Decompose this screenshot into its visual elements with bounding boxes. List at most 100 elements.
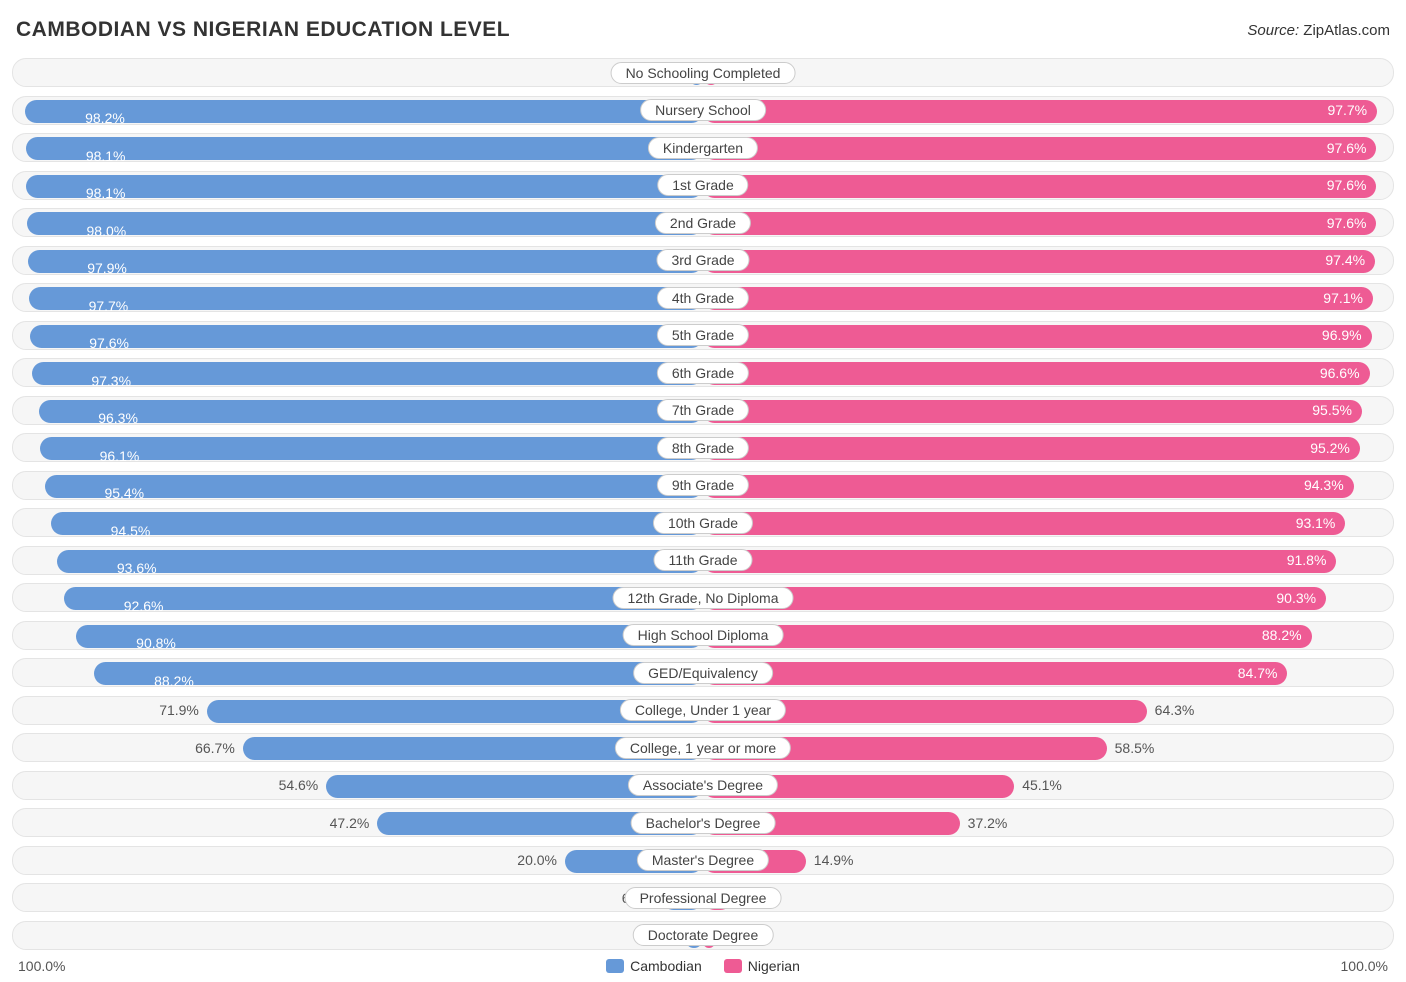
- value-left: 66.7%: [195, 740, 243, 756]
- bar-right: [703, 100, 1377, 123]
- category-label: Professional Degree: [625, 887, 782, 909]
- category-label: 12th Grade, No Diploma: [613, 587, 794, 609]
- chart-row: 66.7%58.5%College, 1 year or more: [12, 733, 1394, 762]
- chart-row: 2.6%1.8%Doctorate Degree: [12, 921, 1394, 950]
- category-label: No Schooling Completed: [611, 62, 796, 84]
- chart-header: CAMBODIAN VS NIGERIAN EDUCATION LEVEL So…: [12, 18, 1394, 42]
- chart-row: 97.9%97.4%3rd Grade: [12, 246, 1394, 275]
- value-left: 98.1%: [76, 185, 126, 201]
- bar-left: [26, 175, 703, 198]
- value-right: 37.2%: [960, 815, 1008, 831]
- category-label: 3rd Grade: [656, 249, 749, 271]
- category-label: Doctorate Degree: [633, 924, 774, 946]
- value-right: 97.7%: [1327, 102, 1377, 118]
- category-label: 5th Grade: [657, 324, 749, 346]
- bar-left: [25, 100, 703, 123]
- bar-left: [30, 325, 703, 348]
- category-label: 4th Grade: [657, 287, 749, 309]
- value-right: 88.2%: [1262, 627, 1312, 643]
- chart-row: 97.3%96.6%6th Grade: [12, 358, 1394, 387]
- bar-right: [703, 400, 1362, 423]
- chart-row: 88.2% 84.7% GED/Equivalency: [12, 658, 1394, 687]
- chart-row: 6.0%4.2%Professional Degree: [12, 883, 1394, 912]
- value-right: 93.1%: [1296, 515, 1346, 531]
- chart-row: 54.6%45.1%Associate's Degree: [12, 771, 1394, 800]
- chart-row: 95.4% 94.3% 9th Grade: [12, 471, 1394, 500]
- category-label: 9th Grade: [657, 474, 749, 496]
- value-right: 97.6%: [1327, 215, 1377, 231]
- source-value: ZipAtlas.com: [1303, 22, 1390, 39]
- bar-right: [703, 250, 1375, 273]
- category-label: High School Diploma: [623, 624, 784, 646]
- chart-row: 96.3%95.5%7th Grade: [12, 396, 1394, 425]
- value-right: 97.6%: [1327, 177, 1377, 193]
- category-label: Master's Degree: [637, 849, 769, 871]
- bar-right: [703, 287, 1373, 310]
- chart-row: 98.1% 97.6% 1st Grade: [12, 171, 1394, 200]
- bar-right: [703, 512, 1345, 535]
- value-left: 94.5%: [101, 523, 151, 539]
- chart-row: 98.1%97.6%Kindergarten: [12, 133, 1394, 162]
- source-label: Source:: [1247, 22, 1299, 39]
- bar-left: [39, 400, 703, 423]
- chart-row: 98.2% 97.7% Nursery School: [12, 96, 1394, 125]
- legend-swatch-right: [724, 959, 742, 973]
- bar-right: [703, 212, 1376, 235]
- category-label: GED/Equivalency: [633, 662, 773, 684]
- value-left: 96.3%: [88, 410, 138, 426]
- legend-swatch-left: [606, 959, 624, 973]
- value-left: 97.3%: [81, 373, 131, 389]
- legend-item-left: Cambodian: [606, 958, 702, 974]
- chart-row: 47.2% 37.2% Bachelor's Degree: [12, 808, 1394, 837]
- legend-item-right: Nigerian: [724, 958, 800, 974]
- legend-label-left: Cambodian: [630, 958, 702, 974]
- value-right: 45.1%: [1014, 777, 1062, 793]
- chart-row: 90.8%88.2%High School Diploma: [12, 621, 1394, 650]
- value-right: 91.8%: [1287, 552, 1337, 568]
- chart-row: 97.7% 97.1% 4th Grade: [12, 283, 1394, 312]
- bar-left: [27, 212, 703, 235]
- bar-right: [703, 437, 1360, 460]
- category-label: Nursery School: [640, 99, 766, 121]
- value-right: 94.3%: [1304, 477, 1354, 493]
- category-label: 2nd Grade: [655, 212, 751, 234]
- chart-row: 93.6% 91.8% 11th Grade: [12, 546, 1394, 575]
- chart-row: 20.0%14.9%Master's Degree: [12, 846, 1394, 875]
- value-left: 95.4%: [94, 485, 144, 501]
- value-right: 95.5%: [1312, 402, 1362, 418]
- chart-row: 98.0% 97.6% 2nd Grade: [12, 208, 1394, 237]
- category-label: 10th Grade: [653, 512, 753, 534]
- value-left: 71.9%: [159, 702, 207, 718]
- category-label: Bachelor's Degree: [631, 812, 776, 834]
- category-label: 11th Grade: [653, 549, 752, 571]
- value-left: 98.2%: [75, 110, 125, 126]
- category-label: 8th Grade: [657, 437, 749, 459]
- bar-right: [703, 362, 1370, 385]
- value-left: 97.6%: [79, 335, 129, 351]
- value-left: 93.6%: [107, 560, 157, 576]
- chart-legend: Cambodian Nigerian: [606, 958, 800, 974]
- value-left: 98.1%: [76, 148, 126, 164]
- chart-source: Source: ZipAtlas.com: [1247, 22, 1390, 39]
- value-left: 98.0%: [77, 223, 127, 239]
- value-right: 97.1%: [1323, 290, 1373, 306]
- value-right: 96.6%: [1320, 365, 1370, 381]
- value-left: 47.2%: [330, 815, 378, 831]
- value-right: 58.5%: [1107, 740, 1155, 756]
- chart-row: 92.6%90.3%12th Grade, No Diploma: [12, 583, 1394, 612]
- bar-left: [40, 437, 703, 460]
- value-right: 84.7%: [1238, 665, 1288, 681]
- value-right: 14.9%: [806, 852, 854, 868]
- bar-left: [26, 137, 703, 160]
- value-left: 97.7%: [79, 298, 129, 314]
- bar-left: [32, 362, 703, 385]
- chart-title: CAMBODIAN VS NIGERIAN EDUCATION LEVEL: [16, 18, 510, 42]
- axis-left-label: 100.0%: [18, 958, 65, 974]
- bar-left: [28, 250, 704, 273]
- chart-row: 71.9%64.3%College, Under 1 year: [12, 696, 1394, 725]
- chart-footer: 100.0% Cambodian Nigerian 100.0%: [12, 958, 1394, 974]
- category-label: 1st Grade: [657, 174, 748, 196]
- value-left: 88.2%: [144, 673, 194, 689]
- category-label: Kindergarten: [648, 137, 758, 159]
- category-label: College, Under 1 year: [620, 699, 786, 721]
